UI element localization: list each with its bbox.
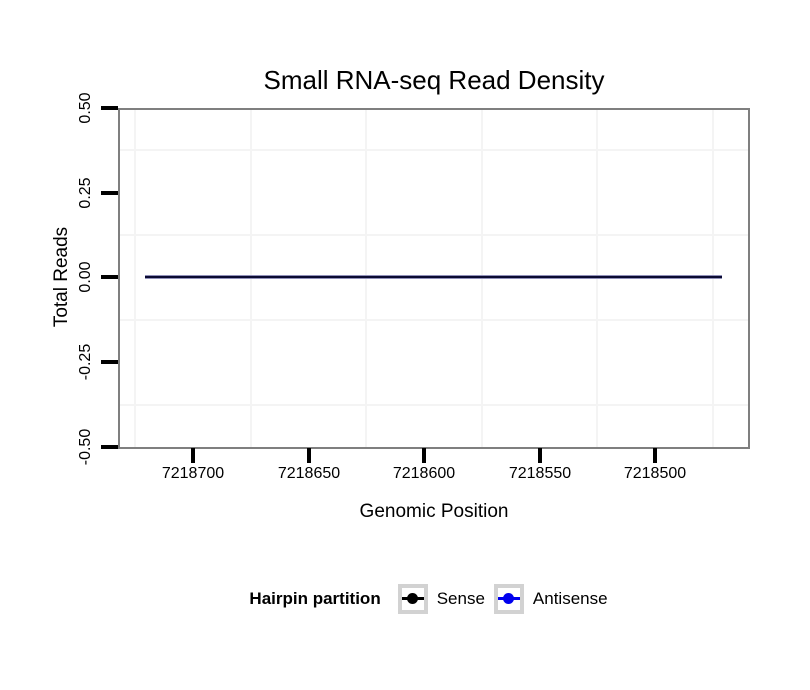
antisense-key-icon [493,584,524,614]
y-tick-label: -0.25 [77,343,94,381]
x-tick [307,448,311,463]
y-tick-label: 0.25 [77,177,94,209]
plot-panel [118,108,750,449]
x-tick [191,448,195,463]
minor-gridline-h [120,234,748,236]
minor-gridline-h [120,404,748,406]
sense-point-icon [406,593,418,604]
y-tick [101,275,118,279]
y-tick [101,445,118,449]
y-tick [101,360,118,364]
x-tick-label: 7218650 [277,465,341,482]
y-axis-title: Total Reads [51,226,72,328]
legend-label-antisense: Antisense [532,589,608,608]
legend-title: Hairpin partition [249,589,381,608]
legend-item-sense: Sense [397,584,485,614]
y-tick [101,191,118,195]
minor-gridline-h [120,319,748,321]
x-tick [422,448,426,463]
chart-title: Small RNA-seq Read Density [263,65,605,95]
x-tick-label: 7218550 [508,465,572,482]
sense-key-icon [397,584,428,614]
x-tick-label: 7218700 [161,465,225,482]
y-tick [101,106,118,110]
legend-item-antisense: Antisense [493,584,608,614]
x-tick [653,448,657,463]
x-tick [538,448,542,463]
minor-gridline-h [120,149,748,151]
legend-label-sense: Sense [436,589,485,608]
x-tick-label: 7218500 [623,465,687,482]
x-tick-label: 7218600 [392,465,456,482]
y-tick-label: 0.50 [77,92,94,124]
y-tick-label: 0.00 [77,261,94,293]
minor-gridline-v [134,110,136,447]
legend: Hairpin partition Sense Antisense [28,580,810,618]
antisense-point-icon [502,593,514,604]
x-axis-title: Genomic Position [359,501,509,522]
read-density-line [145,275,722,279]
y-tick-label: -0.50 [77,428,94,466]
